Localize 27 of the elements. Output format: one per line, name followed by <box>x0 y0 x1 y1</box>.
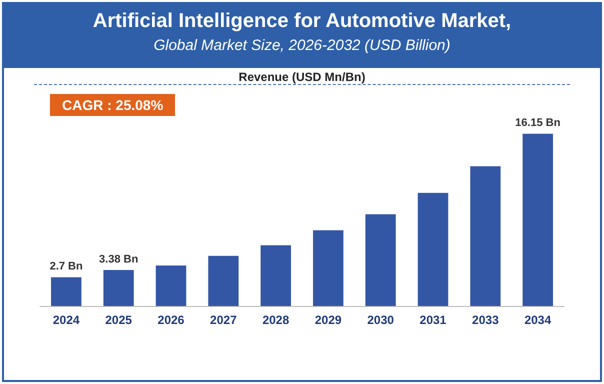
chart-subtitle: Global Market Size, 2026-2032 (USD Billion) <box>152 37 452 54</box>
y-axis-title: Revenue (USD Mn/Bn) <box>234 70 370 84</box>
bar <box>208 256 239 306</box>
bar <box>470 166 501 306</box>
data-label: 2.7 Bn <box>50 260 83 273</box>
bar <box>313 230 344 306</box>
bar <box>365 214 396 306</box>
text: CAGR : 25.08% <box>50 94 176 116</box>
bar <box>418 192 448 306</box>
bar <box>103 270 134 306</box>
bar <box>51 277 82 306</box>
bar <box>522 134 553 306</box>
x-tick-label: 2025 <box>105 313 132 327</box>
bar <box>260 245 291 306</box>
chart-title: Artificial Intelligence for Automotive Market, <box>92 10 512 33</box>
x-tick-label: 2026 <box>158 313 185 327</box>
x-tick-label: 2033 <box>472 313 500 327</box>
x-tick-label: 2030 <box>367 313 394 327</box>
x-tick-label: 2027 <box>210 313 238 327</box>
x-tick-label: 2029 <box>314 313 342 327</box>
data-label: 3.38 Bn <box>99 253 138 266</box>
x-tick-label: 2028 <box>262 313 290 327</box>
x-tick-label: 2024 <box>52 313 80 327</box>
x-tick-label: 2034 <box>524 313 552 327</box>
bar <box>156 265 186 306</box>
data-label: 16.15 Bn <box>515 117 561 130</box>
x-tick-label: 2031 <box>420 313 447 327</box>
